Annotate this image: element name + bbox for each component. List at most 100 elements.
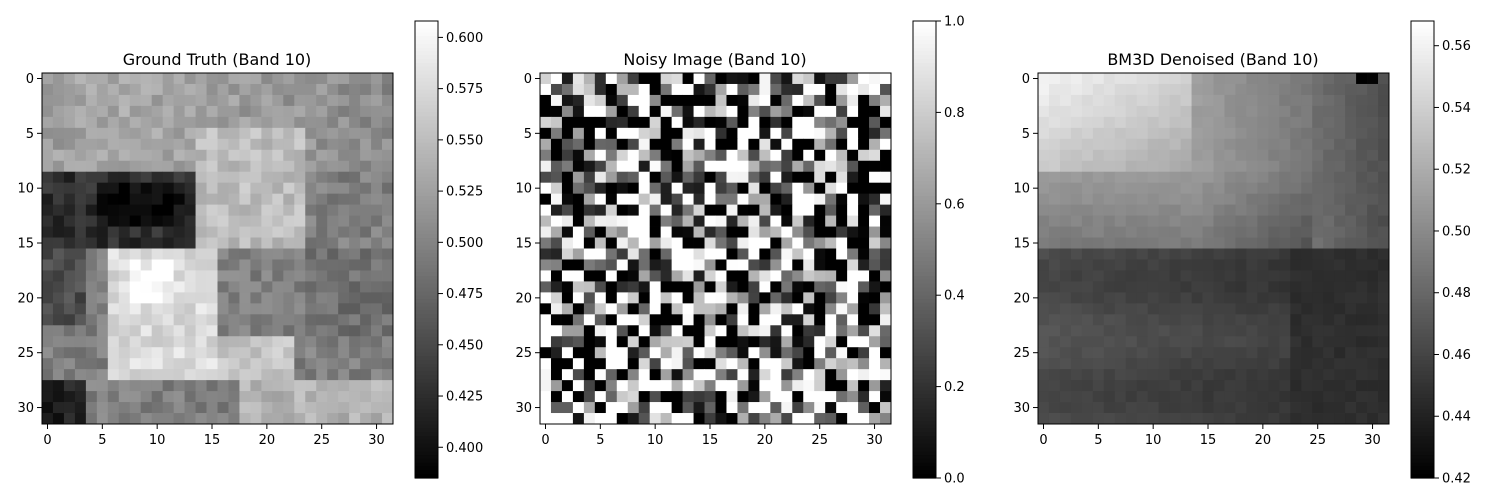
colorbar-segment <box>913 158 936 163</box>
heatmap-cell <box>283 314 295 326</box>
heatmap-cell <box>583 259 596 271</box>
heatmap-cell <box>1301 138 1313 151</box>
heatmap-cell <box>1323 358 1335 370</box>
heatmap-cell <box>825 182 837 195</box>
heatmap-cell <box>1213 292 1225 304</box>
colorbar-segment <box>1411 462 1434 468</box>
heatmap-cell <box>195 73 207 85</box>
heatmap-cell <box>561 380 574 392</box>
heatmap-cell <box>1378 73 1390 85</box>
heatmap-cell <box>1147 336 1160 348</box>
heatmap-cell <box>1092 391 1105 403</box>
heatmap-cell <box>561 73 574 85</box>
heatmap-cell <box>1235 149 1247 162</box>
heatmap-cell <box>1048 380 1061 392</box>
heatmap-cell <box>1312 281 1324 293</box>
heatmap-cell <box>1125 347 1138 359</box>
heatmap-cell <box>1114 292 1127 304</box>
colorbar-segment <box>415 443 438 449</box>
heatmap-cell <box>250 336 262 348</box>
heatmap-cell <box>371 380 383 392</box>
colorbar-segment <box>415 352 438 357</box>
heatmap-cell <box>85 94 98 107</box>
heatmap-cell <box>173 73 185 85</box>
heatmap-cell <box>283 149 295 162</box>
heatmap-cell <box>338 182 350 195</box>
heatmap-cell <box>814 347 826 359</box>
heatmap-cell <box>748 160 760 173</box>
heatmap-cell <box>1290 347 1302 359</box>
heatmap-cell <box>63 138 76 151</box>
heatmap-cell <box>605 270 618 282</box>
heatmap-cell <box>294 116 306 129</box>
heatmap-cell <box>1147 413 1160 425</box>
heatmap-cell <box>781 270 793 282</box>
heatmap-cell <box>1114 94 1127 107</box>
heatmap-cell <box>250 347 262 359</box>
heatmap-cell <box>671 171 683 184</box>
heatmap-cell <box>1147 160 1160 173</box>
heatmap-cell <box>217 127 229 140</box>
heatmap-cell <box>638 237 651 249</box>
heatmap-cell <box>96 160 109 173</box>
heatmap-cell <box>715 336 727 348</box>
heatmap-cell <box>74 391 87 403</box>
colorbar-tick-label: 0.56 <box>1442 39 1471 54</box>
colorbar-segment <box>415 378 438 384</box>
heatmap-cell <box>173 413 185 425</box>
heatmap-cell <box>1125 204 1138 216</box>
heatmap-cell <box>1180 292 1192 304</box>
heatmap-cell <box>1147 127 1160 140</box>
heatmap-cell <box>792 248 804 260</box>
heatmap-cell <box>96 259 109 271</box>
heatmap-cell <box>1125 270 1138 282</box>
heatmap-cell <box>1125 94 1138 107</box>
heatmap-cell <box>1334 413 1346 425</box>
heatmap-cell <box>85 182 98 195</box>
colorbar-segment <box>1411 432 1434 437</box>
heatmap-cell <box>792 83 804 96</box>
heatmap-cell <box>52 237 65 249</box>
x-tick-label: 0 <box>1039 433 1047 448</box>
heatmap-cell <box>693 391 705 403</box>
heatmap-cell <box>540 413 552 425</box>
heatmap-cell <box>572 138 585 151</box>
heatmap-cell <box>869 325 881 337</box>
heatmap-cell <box>1235 226 1247 238</box>
heatmap-cell <box>1191 73 1203 85</box>
heatmap-cell <box>250 193 262 206</box>
heatmap-cell <box>42 402 54 414</box>
heatmap-cell <box>1114 402 1127 414</box>
heatmap-cell <box>627 127 640 140</box>
heatmap-cell <box>1378 204 1390 216</box>
heatmap-cell <box>52 83 65 96</box>
heatmap-cell <box>1257 303 1269 315</box>
heatmap-cell <box>1268 314 1280 326</box>
heatmap-cell <box>74 226 87 238</box>
heatmap-cell <box>1081 127 1094 140</box>
heatmap-cell <box>616 171 629 184</box>
heatmap-cell <box>1257 226 1269 238</box>
heatmap-cell <box>869 380 881 392</box>
heatmap-cell <box>261 281 273 293</box>
heatmap-cell <box>1378 369 1390 381</box>
colorbar-segment <box>1411 390 1434 395</box>
heatmap-cell <box>847 215 859 227</box>
heatmap-cell <box>748 325 760 337</box>
heatmap-cell <box>162 237 175 249</box>
heatmap-cell <box>1246 402 1258 414</box>
heatmap-cell <box>1378 182 1390 195</box>
heatmap-cell <box>52 336 65 348</box>
heatmap-cell <box>1290 358 1302 370</box>
heatmap-cell <box>814 391 826 403</box>
heatmap-cell <box>272 226 284 238</box>
heatmap-cell <box>206 292 218 304</box>
heatmap-cell <box>1257 336 1269 348</box>
heatmap-cell <box>1103 303 1116 315</box>
heatmap-cell <box>1180 193 1192 206</box>
heatmap-cell <box>382 204 394 216</box>
colorbar-segment <box>913 424 936 430</box>
heatmap-cell <box>1059 237 1072 249</box>
heatmap-cell <box>869 94 881 107</box>
heatmap-cell <box>858 182 870 195</box>
